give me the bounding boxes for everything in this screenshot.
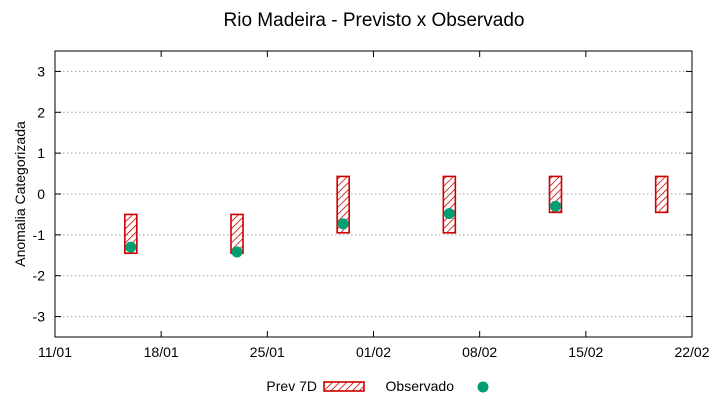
forecast-bar [336,175,350,234]
observed-point [443,208,455,220]
axis-ticks: -3 -2 -1 0 1 2 3 11/01 18/01 25/01 01/02 08/02 15/02… [33,51,710,360]
x-tick-label: 25/01 [250,344,285,360]
x-tick-label: 08/02 [462,344,497,360]
observed-point [550,200,561,212]
forecast-bar [654,175,669,214]
forecast-bar [442,175,457,234]
x-tick-label: 11/01 [38,344,72,360]
y-tick-label: -2 [33,268,46,284]
x-tick-label: 15/02 [568,344,603,360]
chart-title: Rio Madeira - Previsto x Observado [224,10,525,31]
observed-point [125,241,137,253]
y-axis-label: Anomalia Categorizada [12,121,28,267]
grid [55,70,692,318]
x-tick-label: 18/01 [144,344,179,360]
y-tick-label: -1 [33,227,46,243]
legend-swatch-forecast [323,381,365,392]
observed-point [337,218,349,230]
observed-point [231,246,243,258]
y-tick-label: 1 [37,145,45,161]
y-tick-label: 0 [37,186,45,202]
plot-area [124,175,669,258]
legend-label-forecast: Prev 7D [266,378,317,394]
legend-label-observed: Observado [386,378,455,394]
legend-swatch-observed [477,381,489,393]
x-tick-label: 22/02 [674,344,709,360]
y-tick-label: 3 [37,63,45,79]
legend: Prev 7D Observado [266,378,489,394]
y-tick-label: 2 [37,104,45,120]
y-tick-label: -3 [33,309,46,325]
x-tick-label: 01/02 [356,344,391,360]
